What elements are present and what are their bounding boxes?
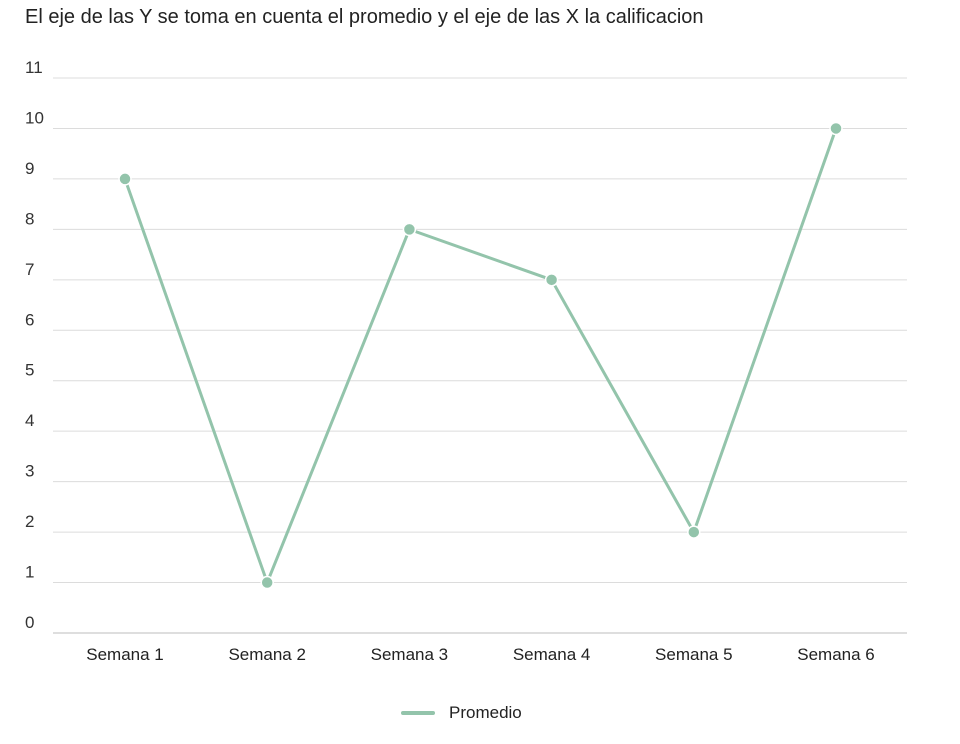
y-tick-label: 11: [25, 58, 43, 77]
x-tick-label: Semana 1: [86, 645, 164, 664]
y-tick-label: 4: [25, 411, 34, 430]
legend: Promedio: [401, 703, 522, 723]
data-point: [402, 222, 417, 237]
y-tick-label: 1: [25, 563, 34, 582]
y-tick-label: 10: [25, 108, 44, 127]
series-line-0: [123, 127, 838, 585]
chart-title: El eje de las Y se toma en cuenta el pro…: [25, 6, 704, 28]
x-tick-label: Semana 2: [228, 645, 306, 664]
x-tick-label: Semana 6: [797, 645, 875, 664]
y-tick-label: 0: [25, 613, 34, 632]
x-tick-label: Semana 3: [371, 645, 449, 664]
legend-label: Promedio: [449, 703, 522, 722]
data-point: [829, 121, 843, 136]
y-tick-label: 6: [25, 310, 34, 329]
x-tick-label: Semana 5: [655, 645, 733, 664]
x-axis-ticks: Semana 1 Semana 2 Semana 3 Semana 4 Semana 5…: [86, 645, 875, 664]
y-tick-label: 9: [25, 159, 34, 178]
y-tick-label: 3: [25, 462, 34, 481]
y-axis-ticks: 0 1 2 3 4 5 6 7 8 9 10 11: [25, 58, 44, 632]
data-point: [687, 525, 701, 539]
series-layer: [118, 121, 843, 590]
y-tick-label: 5: [25, 361, 34, 380]
legend-swatch: [401, 711, 435, 715]
y-tick-label: 7: [25, 260, 34, 279]
y-tick-label: 2: [25, 512, 34, 531]
y-tick-label: 8: [25, 209, 34, 228]
data-point: [260, 575, 274, 590]
data-point: [544, 273, 559, 287]
grid-lines: [53, 77, 907, 634]
x-tick-label: Semana 4: [513, 645, 591, 664]
data-point: [118, 172, 132, 186]
